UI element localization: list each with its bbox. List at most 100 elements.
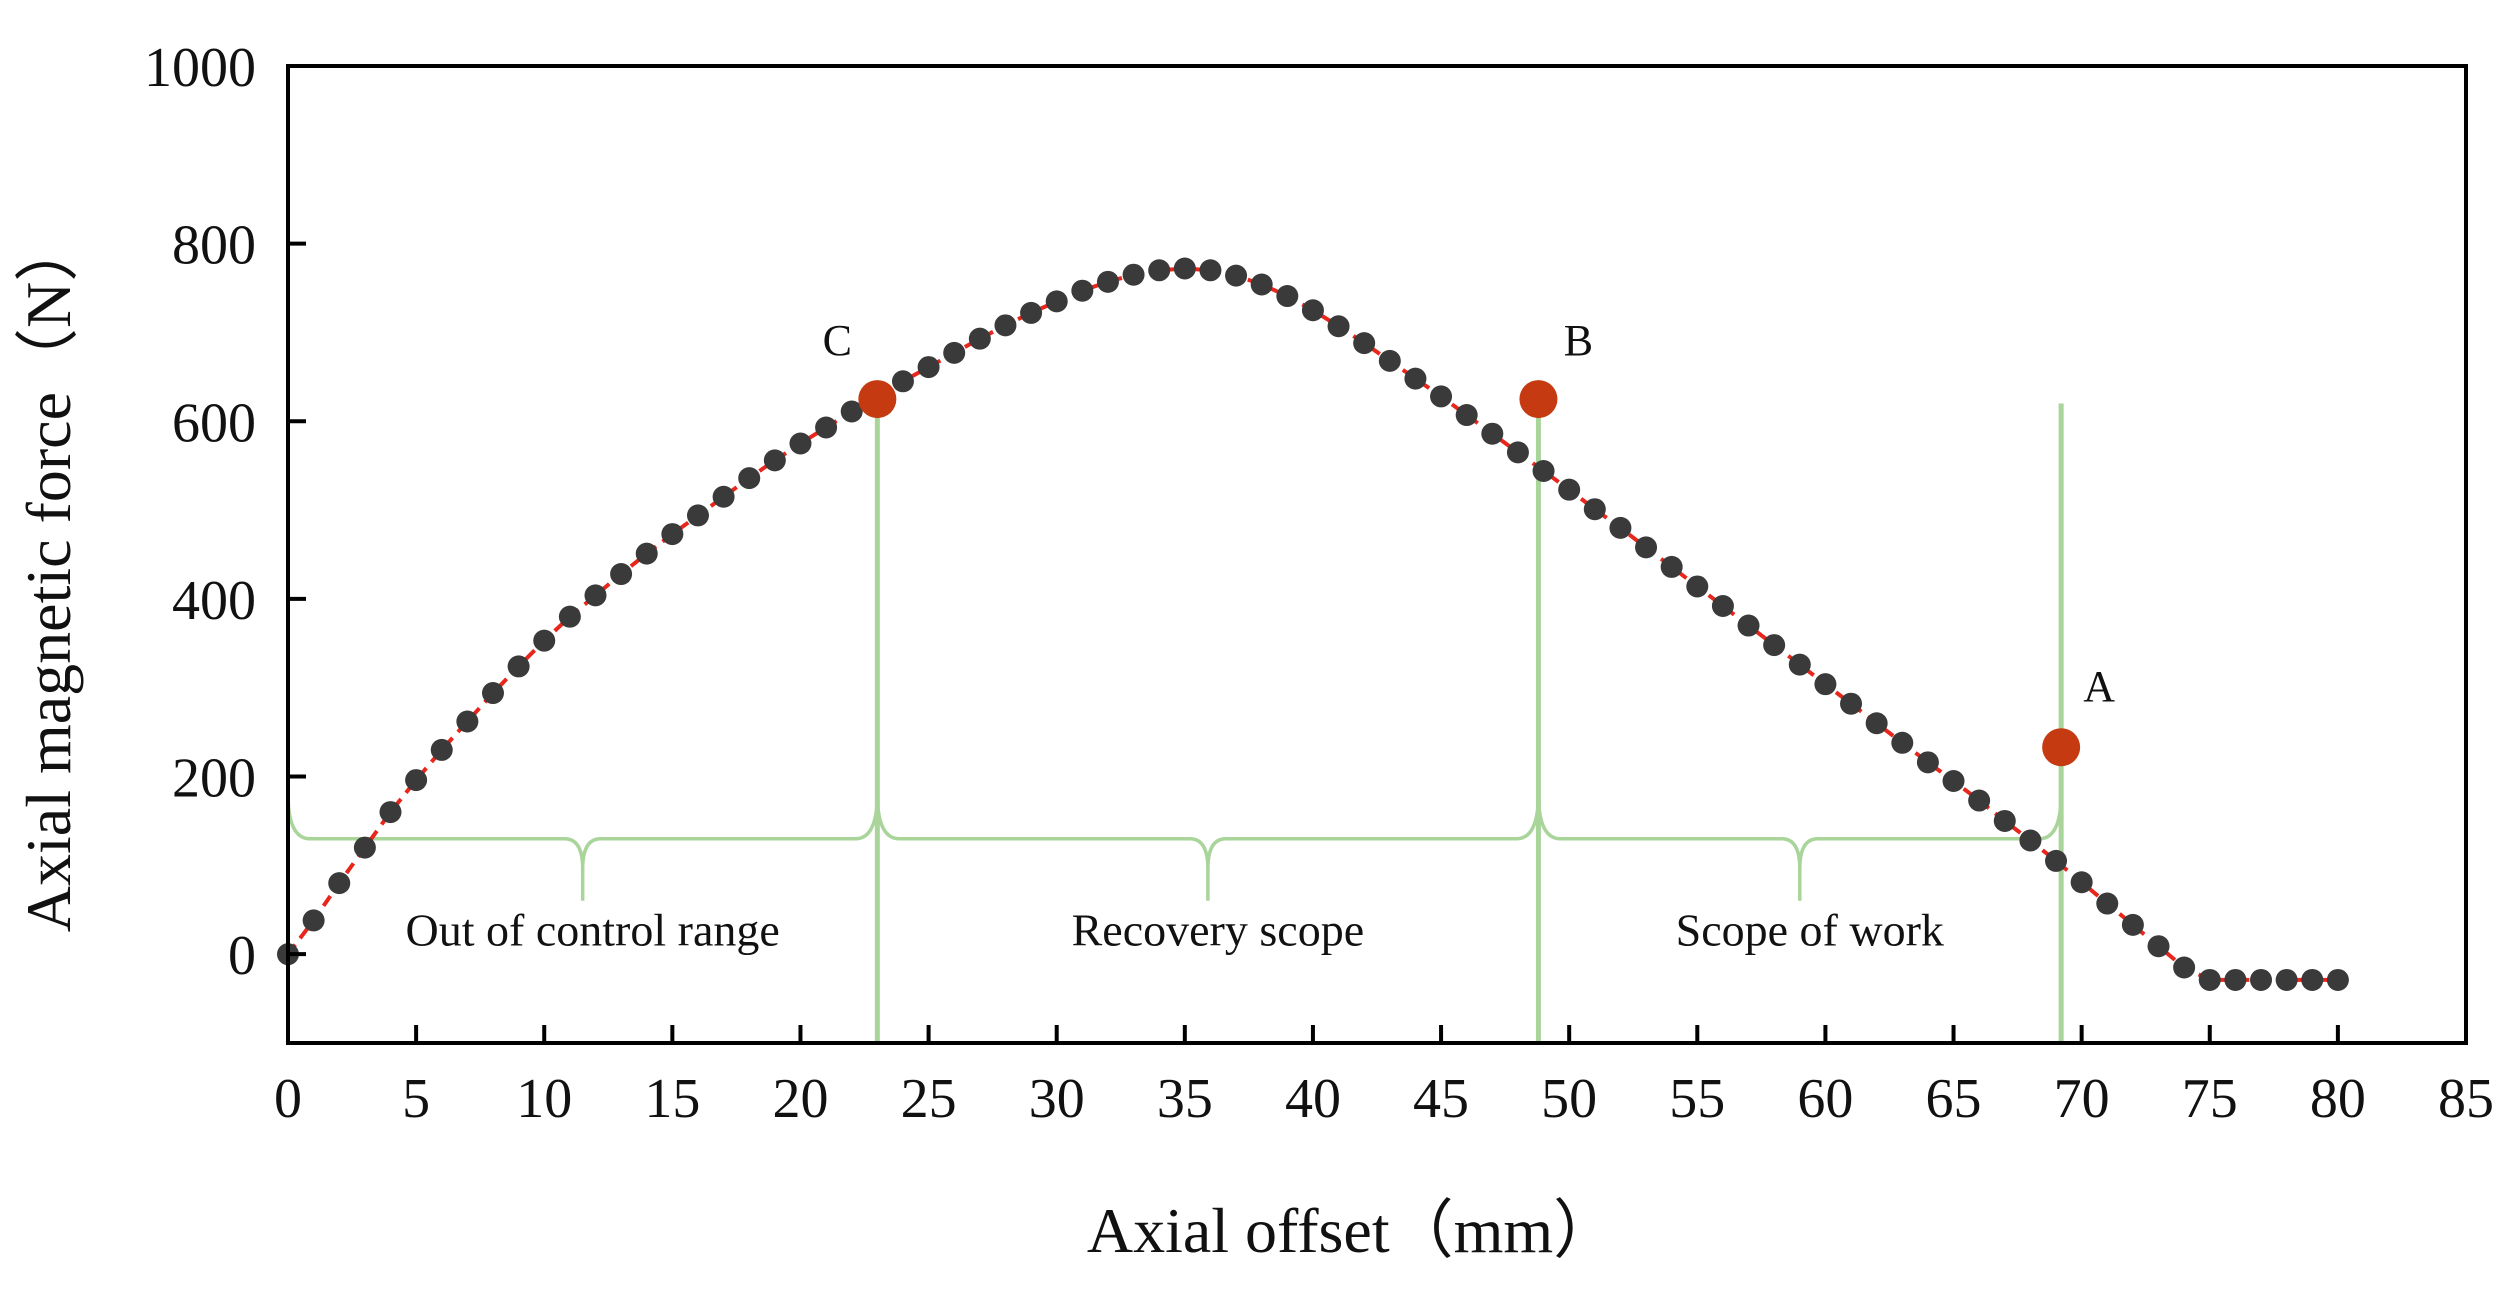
data-point	[1711, 595, 1734, 618]
data-point	[1942, 769, 1965, 792]
data-point	[481, 682, 504, 705]
data-point	[2045, 849, 2068, 872]
data-point	[1993, 809, 2016, 832]
highlight-label: B	[1564, 316, 1593, 365]
data-point	[430, 738, 453, 761]
data-point	[2147, 935, 2170, 958]
x-tick-label: 50	[1541, 1068, 1597, 1130]
data-point	[584, 584, 607, 607]
y-tick-label: 0	[228, 925, 256, 987]
data-point	[943, 341, 966, 364]
data-point	[789, 432, 812, 455]
data-point	[2121, 913, 2144, 936]
data-point	[763, 449, 786, 472]
data-point	[2096, 892, 2119, 915]
data-point	[1686, 575, 1709, 598]
x-tick-label: 20	[772, 1068, 828, 1130]
x-tick-label: 30	[1029, 1068, 1085, 1130]
x-tick-label: 0	[274, 1068, 302, 1130]
data-point	[1199, 259, 1222, 282]
data-series	[277, 257, 2349, 991]
data-point	[405, 769, 428, 792]
data-point	[1020, 301, 1043, 324]
x-tick-label: 40	[1285, 1068, 1341, 1130]
data-point	[1096, 270, 1119, 293]
x-tick-label: 70	[2054, 1068, 2110, 1130]
data-point	[2019, 829, 2042, 852]
data-point	[1378, 349, 1401, 372]
y-tick-label: 200	[172, 748, 256, 810]
data-point	[712, 485, 735, 508]
data-point	[302, 909, 325, 932]
data-point	[507, 655, 530, 678]
y-axis-title: Axial magnetic force（N）	[13, 218, 84, 932]
data-point	[1865, 712, 1888, 735]
data-point	[917, 356, 940, 379]
data-point	[840, 400, 863, 423]
boundary-lines	[874, 403, 2064, 1043]
x-tick-label: 80	[2310, 1068, 2366, 1130]
region-label: Out of control range	[406, 904, 780, 955]
x-tick-label: 15	[644, 1068, 700, 1130]
data-point	[1737, 614, 1760, 637]
highlight-point	[1519, 380, 1558, 419]
data-point	[328, 872, 351, 895]
data-point	[1558, 478, 1581, 501]
data-point	[379, 801, 402, 824]
plot-frame	[286, 64, 2468, 1045]
highlight-point	[858, 380, 897, 419]
data-point	[2173, 956, 2196, 979]
data-point	[353, 836, 376, 859]
data-point	[1276, 285, 1299, 308]
data-point	[1840, 692, 1863, 715]
data-point	[533, 629, 556, 652]
data-point	[1891, 731, 1914, 754]
data-point	[1583, 498, 1606, 521]
data-point	[1430, 385, 1453, 408]
x-tick-label: 75	[2182, 1068, 2238, 1130]
highlight-points: C B A	[823, 316, 2115, 767]
data-point	[1071, 279, 1094, 302]
data-point	[2301, 968, 2324, 991]
x-tick-label: 5	[402, 1068, 430, 1130]
x-tick-label: 35	[1157, 1068, 1213, 1130]
data-point	[994, 314, 1017, 337]
y-tick-label: 1000	[144, 37, 256, 99]
x-tick-label: 85	[2438, 1068, 2494, 1130]
data-point	[1506, 441, 1529, 464]
data-point	[2198, 968, 2221, 991]
data-point	[1045, 290, 1068, 313]
data-point	[1532, 460, 1555, 483]
data-point	[1481, 422, 1504, 445]
data-point	[968, 327, 991, 350]
data-point	[1635, 536, 1658, 559]
data-point	[1609, 516, 1632, 539]
region-label: Recovery scope	[1072, 904, 1365, 955]
y-axis-ticks: 0 200 400 600 800 1000	[144, 37, 306, 987]
data-point	[1353, 332, 1376, 355]
data-point	[1968, 789, 1991, 812]
data-point	[1225, 264, 1248, 287]
y-tick-label: 600	[172, 392, 256, 454]
data-point	[1301, 299, 1324, 322]
data-point	[2224, 968, 2247, 991]
x-tick-label: 45	[1413, 1068, 1469, 1130]
x-tick-label: 65	[1926, 1068, 1982, 1130]
highlight-label: A	[2083, 662, 2115, 711]
data-point	[1173, 257, 1196, 280]
data-point	[2070, 871, 2093, 894]
data-point	[558, 605, 581, 628]
data-point	[2275, 968, 2298, 991]
data-point	[456, 710, 479, 733]
data-point	[1122, 263, 1145, 286]
data-point	[610, 563, 633, 586]
data-point	[1455, 404, 1478, 427]
x-tick-label: 25	[901, 1068, 957, 1130]
data-point	[661, 523, 684, 546]
data-point	[1660, 555, 1683, 578]
data-point	[1763, 634, 1786, 657]
y-tick-label: 800	[172, 215, 256, 277]
highlight-label: C	[823, 316, 852, 365]
data-point	[1148, 259, 1171, 282]
